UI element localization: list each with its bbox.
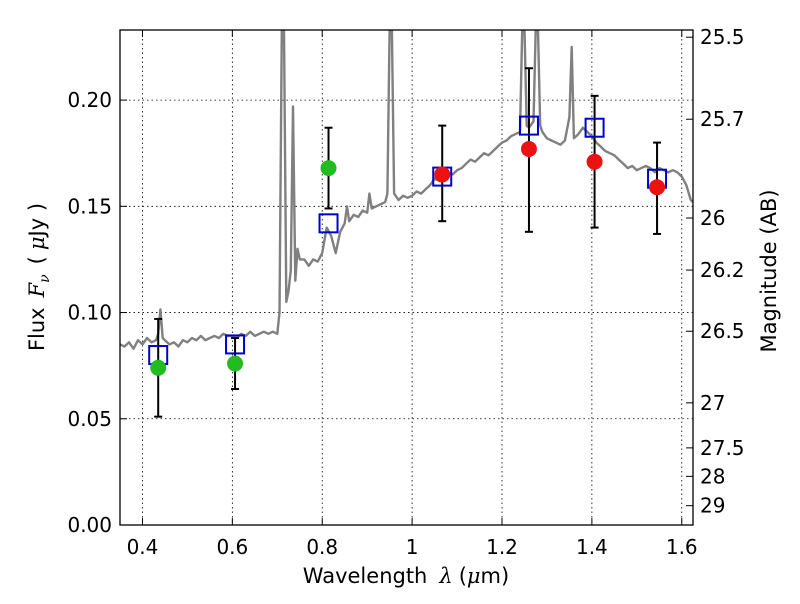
- grid-lines: [120, 30, 693, 526]
- photometry-point: [434, 166, 451, 183]
- y-axis-label: FluxFν(μJy ): [25, 203, 53, 351]
- model-band-square: [584, 117, 605, 138]
- right-tick-label: 26.2: [700, 258, 745, 282]
- model-band-square: [318, 213, 339, 234]
- x-tick-label: 1: [406, 535, 419, 559]
- right-tick-label: 27.5: [700, 436, 745, 460]
- x-tick-label: 1.2: [486, 535, 518, 559]
- photometry-point: [649, 179, 666, 196]
- y-tick-label: 0.10: [67, 301, 112, 325]
- right-tick-label: 25.7: [700, 107, 745, 131]
- model-band-square: [225, 334, 246, 355]
- y-tick-label: 0.20: [67, 88, 112, 112]
- x-tick-label: 0.8: [306, 535, 338, 559]
- photometry-point: [320, 160, 337, 177]
- spectrum-line: [120, 30, 693, 350]
- right-tick-label: 25.5: [700, 25, 745, 49]
- y-tick-label: 0.05: [67, 407, 112, 431]
- photometry-point: [150, 359, 167, 376]
- y-tick-label: 0.15: [67, 194, 112, 218]
- right-tick-label: 26.5: [700, 319, 745, 343]
- right-tick-label: 29: [700, 494, 725, 518]
- photometry-point: [227, 355, 244, 372]
- right-axis-label: Magnitude (AB): [757, 189, 781, 352]
- plot-area: [120, 30, 693, 418]
- y-tick-label: 0.00: [67, 513, 112, 537]
- right-axis-ticks: 25.5 25.7 26 26.2 26.5 27 27.5 28 29: [686, 25, 745, 518]
- right-tick-label: 26: [700, 206, 725, 230]
- x-tick-label: 0.4: [127, 535, 159, 559]
- photometry-point: [586, 153, 603, 170]
- model-band-square: [518, 115, 539, 136]
- plot-frame: [119, 29, 694, 526]
- x-axis-ticks: 0.4 0.6 0.8 1 1.2 1.4 1.6: [127, 30, 698, 559]
- photometry-points: [150, 140, 666, 376]
- right-tick-label: 27: [700, 391, 725, 415]
- x-tick-label: 0.6: [216, 535, 248, 559]
- photometry-point: [520, 140, 537, 157]
- x-tick-label: 1.6: [666, 535, 698, 559]
- y-axis-ticks: 0.00 0.05 0.10 0.15 0.20: [67, 88, 127, 537]
- x-tick-label: 1.4: [576, 535, 608, 559]
- x-axis-label: Wavelength λ (μm): [303, 564, 509, 588]
- right-tick-label: 28: [700, 464, 725, 488]
